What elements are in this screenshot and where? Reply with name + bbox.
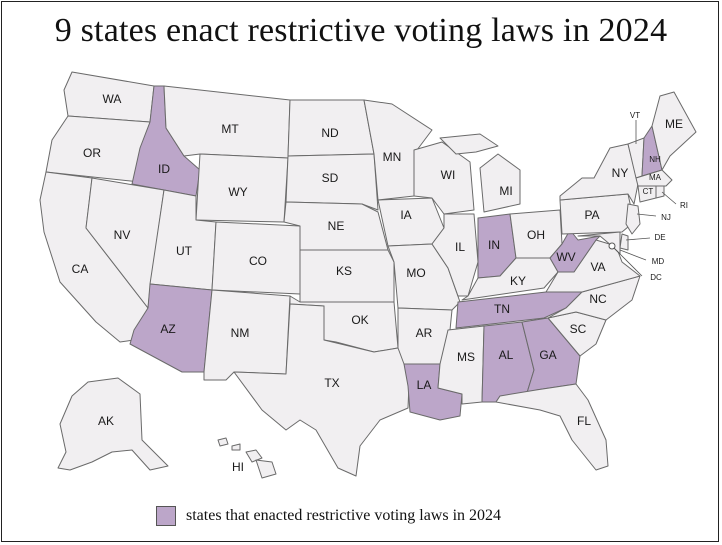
label-ak: AK: [98, 414, 114, 428]
state-tx[interactable]: [233, 303, 411, 477]
label-al: AL: [499, 348, 514, 362]
label-dc: DC: [650, 273, 662, 282]
label-mi: MI: [499, 184, 512, 198]
state-ri[interactable]: [655, 185, 665, 199]
label-nd: ND: [321, 126, 339, 140]
label-ut: UT: [176, 244, 193, 258]
label-mt: MT: [221, 122, 239, 136]
label-mn: MN: [383, 150, 402, 164]
label-wa: WA: [103, 92, 122, 106]
label-ny: NY: [612, 166, 629, 180]
label-oh: OH: [527, 228, 545, 242]
label-nh: NH: [649, 155, 661, 164]
label-co: CO: [249, 254, 267, 268]
leader-md: [619, 249, 647, 261]
leader-de: [625, 237, 651, 241]
label-pa: PA: [584, 208, 599, 222]
label-ky: KY: [510, 274, 526, 288]
label-ri: RI: [680, 201, 688, 210]
label-ct: CT: [643, 187, 654, 196]
map-title: 9 states enact restrictive voting laws i…: [54, 12, 668, 49]
leader-nj: [636, 213, 657, 217]
label-ga: GA: [539, 348, 556, 362]
label-mo: MO: [406, 266, 425, 280]
state-mi-upper[interactable]: [439, 133, 499, 155]
label-md: MD: [652, 257, 665, 266]
legend-label: states that enacted restrictive voting l…: [186, 507, 502, 524]
label-vt: VT: [630, 111, 640, 120]
label-sd: SD: [322, 171, 339, 185]
label-ok: OK: [351, 313, 368, 327]
state-ak[interactable]: [57, 377, 169, 471]
label-la: LA: [417, 378, 432, 392]
state-sd[interactable]: [285, 153, 379, 211]
label-ne: NE: [328, 219, 345, 233]
state-ks[interactable]: [299, 249, 395, 303]
state-fl[interactable]: [495, 383, 609, 471]
label-nc: NC: [589, 292, 607, 306]
state-hi[interactable]: [217, 437, 277, 479]
label-hi: HI: [232, 460, 244, 474]
leader-ri: [661, 191, 677, 205]
label-or: OR: [83, 146, 101, 160]
label-ia: IA: [400, 208, 411, 222]
label-nj: NJ: [661, 213, 671, 222]
label-sc: SC: [570, 322, 587, 336]
state-il[interactable]: [431, 213, 479, 297]
label-fl: FL: [577, 414, 591, 428]
state-de[interactable]: [619, 233, 629, 251]
dc-marker: [608, 242, 616, 250]
state-nj[interactable]: [625, 203, 641, 235]
label-de: DE: [654, 233, 665, 242]
label-tx: TX: [324, 376, 339, 390]
leader-dc: [611, 245, 643, 277]
state-ma[interactable]: [635, 169, 673, 187]
label-nm: NM: [231, 326, 250, 340]
label-va: VA: [590, 260, 605, 274]
legend-swatch: [156, 506, 176, 526]
label-ca: CA: [72, 262, 89, 276]
label-ma: MA: [649, 173, 662, 182]
label-wi: WI: [441, 168, 456, 182]
state-labels: WA OR CA ID NV MT WY UT AZ CO NM ND SD N…: [72, 92, 688, 474]
label-wy: WY: [228, 185, 247, 199]
legend: states that enacted restrictive voting l…: [156, 505, 501, 527]
label-nv: NV: [114, 228, 131, 242]
label-il: IL: [455, 240, 465, 254]
label-ms: MS: [457, 350, 475, 364]
label-id: ID: [158, 162, 170, 176]
label-ks: KS: [336, 264, 352, 278]
state-mi[interactable]: [479, 153, 521, 213]
label-wv: WV: [556, 250, 575, 264]
label-az: AZ: [160, 322, 175, 336]
state-or[interactable]: [45, 115, 151, 183]
label-me: ME: [665, 117, 683, 131]
label-in: IN: [488, 238, 500, 252]
label-tn: TN: [494, 302, 510, 316]
label-ar: AR: [416, 326, 433, 340]
